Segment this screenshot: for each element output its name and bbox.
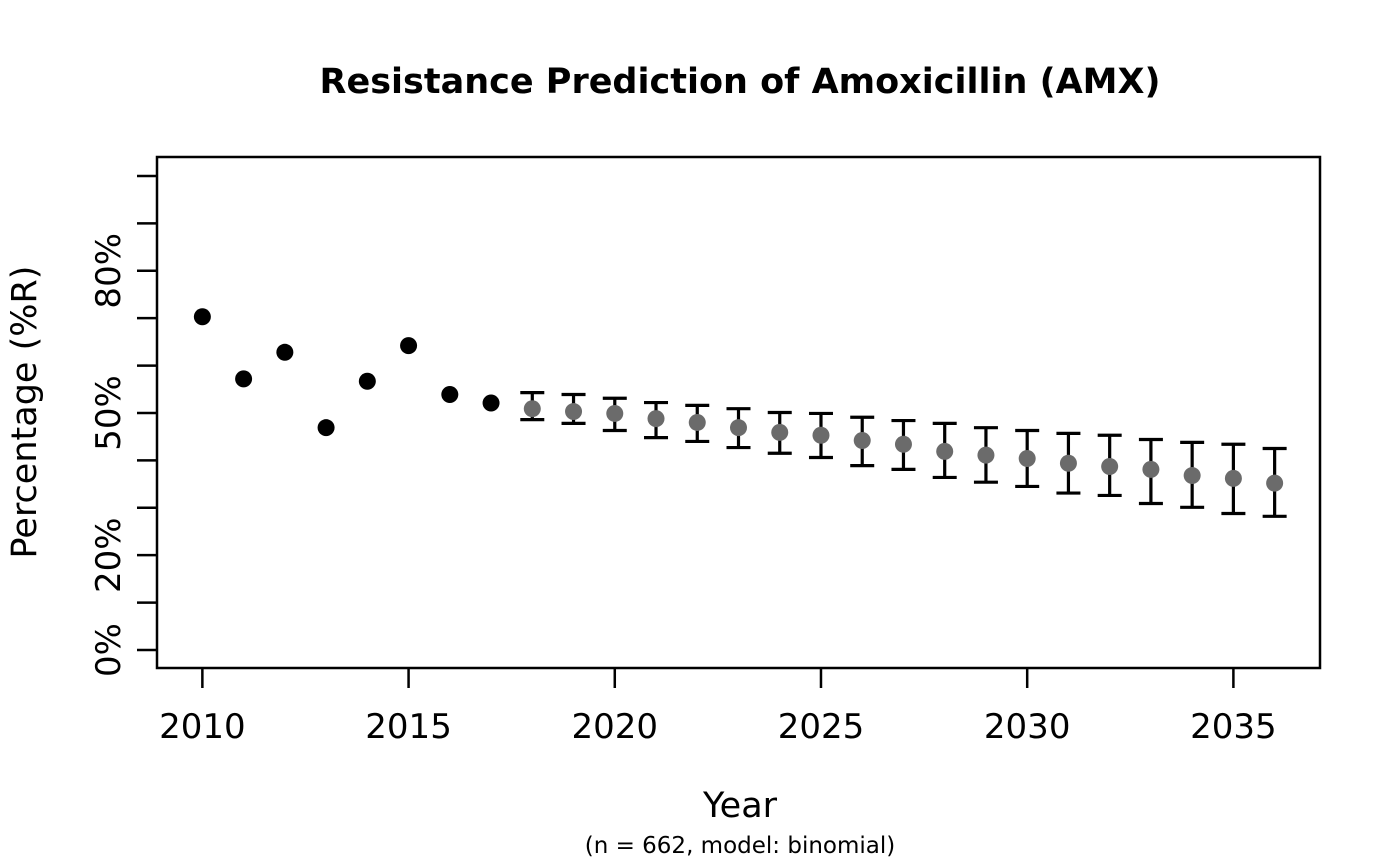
y-tick-label: 80%: [89, 233, 129, 309]
observed-point: [482, 394, 500, 412]
predicted-point: [1224, 469, 1242, 487]
predicted-point: [1018, 449, 1036, 467]
predicted-point: [771, 423, 789, 441]
predicted-point: [894, 435, 912, 453]
predicted-point: [565, 403, 583, 421]
predicted-point: [977, 446, 995, 464]
x-tick-label: 2025: [778, 707, 865, 747]
chart-title: Resistance Prediction of Amoxicillin (AM…: [320, 62, 1161, 102]
y-tick-label: 0%: [89, 623, 129, 677]
x-axis-label: Year: [702, 786, 778, 826]
predicted-point: [688, 413, 706, 431]
observed-point: [358, 372, 376, 390]
chart-subtitle: (n = 662, model: binomial): [585, 833, 896, 859]
data-marks: [193, 308, 1287, 518]
x-tick-label: 2030: [984, 707, 1071, 747]
predicted-point: [1266, 474, 1284, 492]
predicted-point: [730, 419, 747, 437]
observed-point: [317, 419, 335, 437]
predicted-point: [1142, 460, 1160, 478]
predicted-point: [812, 426, 830, 444]
axis-ticks: 0% 20% 50% 80% 2010 2015 2020 2025 2030 2035: [89, 174, 1277, 747]
x-tick-label: 2020: [572, 707, 659, 747]
y-axis-label: Percentage (%R): [5, 266, 45, 559]
observed-point: [276, 343, 294, 361]
x-tick-label: 2010: [159, 707, 246, 747]
x-tick-label: 2015: [365, 707, 452, 747]
observed-point: [235, 370, 253, 388]
predicted-point: [523, 400, 541, 418]
observed-point: [441, 385, 459, 403]
y-tick-label: 50%: [89, 375, 129, 451]
predicted-point: [1059, 454, 1077, 472]
predicted-point: [936, 442, 954, 460]
x-tick-label: 2035: [1190, 707, 1277, 747]
predicted-point: [606, 404, 624, 422]
predicted-point: [1183, 467, 1201, 485]
predicted-point: [647, 410, 665, 428]
y-tick-label: 20%: [89, 517, 129, 593]
predicted-point: [1101, 458, 1119, 476]
observed-point: [400, 337, 418, 355]
observed-point: [193, 308, 211, 326]
predicted-point: [853, 431, 871, 449]
